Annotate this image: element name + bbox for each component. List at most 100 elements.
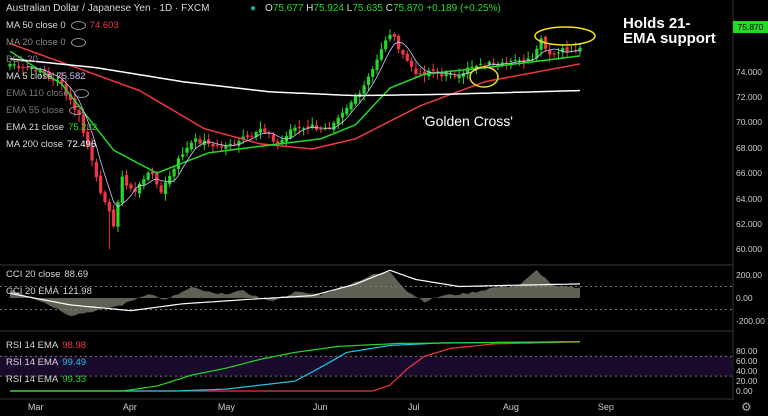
candle-body (414, 68, 418, 75)
candle-body (215, 144, 219, 146)
candle-body (159, 185, 163, 193)
legend-rsi-green[interactable]: RSI 14 EMA 99.33 (6, 374, 86, 385)
series-line-ma-50-close-0 (9, 42, 581, 150)
candle-body (73, 98, 77, 110)
candle-body (349, 102, 353, 110)
y-tick-label: 60.000 (736, 244, 762, 255)
candle-body (163, 182, 168, 194)
legend-ema21[interactable]: EMA 21 close 75.232 (6, 122, 97, 133)
eye-hidden-icon[interactable] (69, 105, 85, 115)
candle-body (379, 49, 383, 60)
x-tick-label: Apr (122, 402, 137, 412)
legend-rsi-cyan[interactable]: RSI 14 EMA 99.49 (6, 357, 86, 368)
x-tick-label: Aug (502, 402, 519, 412)
legend-label: EMA 21 close (6, 122, 65, 133)
legend-ema110[interactable]: EMA 110 close (6, 88, 89, 99)
candle-body (47, 71, 51, 78)
legend-ma50[interactable]: MA 50 close 0 74.603 (6, 20, 119, 31)
candle-body (522, 59, 526, 63)
candle-body (81, 114, 86, 133)
legend-label: CCI 20 EMA (6, 286, 59, 297)
legend-bol20[interactable]: BOL 20 (6, 54, 38, 65)
eye-hidden-icon[interactable] (70, 37, 86, 47)
candle-body (146, 172, 150, 180)
candle-body (150, 171, 155, 175)
legend-ema55[interactable]: EMA 55 close (6, 105, 85, 116)
candle-body (323, 128, 327, 130)
y-tick-label: 64.000 (736, 193, 762, 204)
candle-body (112, 209, 116, 227)
legend-value: 75.232 (68, 122, 98, 133)
legend-label: RSI 14 EMA (6, 340, 59, 351)
candle-body (353, 96, 358, 104)
candle-body (479, 63, 483, 65)
legend-label: MA 50 close 0 (6, 20, 66, 31)
candle-body (99, 175, 103, 193)
candle-body (578, 47, 582, 52)
candle-body (384, 40, 388, 50)
y-tick-label: 74.000 (736, 66, 762, 77)
legend-label: MA 200 close (6, 139, 64, 150)
candle-body (526, 58, 530, 61)
y-tick-label: 72.000 (736, 91, 762, 102)
candle-body (293, 127, 297, 131)
candle-body (271, 134, 276, 142)
candle-body (457, 75, 461, 79)
candle-body (168, 175, 172, 185)
candle-body (194, 138, 198, 142)
candle-body (461, 73, 466, 77)
y-tick-label: 20.00 (736, 376, 758, 387)
candle-body (107, 201, 111, 212)
open-label: O (265, 3, 273, 14)
x-tick-label: Sep (597, 402, 614, 412)
golden-cross-ellipse (469, 66, 499, 88)
candle-body (34, 69, 38, 72)
y-tick-label: 62.000 (736, 218, 762, 229)
candle-body (17, 66, 21, 69)
legend-cci[interactable]: CCI 20 close 88.69 (6, 269, 88, 280)
candle-body (297, 127, 301, 129)
candle-body (453, 75, 457, 77)
candle-body (254, 132, 258, 137)
eye-hidden-icon[interactable] (73, 88, 89, 98)
high-label: H (306, 3, 314, 14)
legend-value: 88.69 (64, 269, 89, 280)
candle-body (319, 129, 323, 131)
candle-body (310, 124, 314, 128)
candle-body (302, 128, 306, 130)
low-label: L (346, 3, 353, 14)
y-tick-label: 0.00 (736, 386, 753, 397)
legend-label: RSI 14 EMA (6, 374, 59, 385)
symbol-title[interactable]: Australian Dollar / Japanese Yen · 1D · … (6, 3, 210, 14)
candle-body (245, 135, 250, 138)
candle-body (280, 139, 284, 144)
candle-body (250, 135, 254, 137)
candle-body (496, 64, 500, 67)
legend-ma20[interactable]: MA 20 close 0 (6, 37, 86, 48)
y-tick-label: 80.00 (736, 346, 758, 357)
candle-body (466, 67, 470, 75)
x-tick-label: May (217, 402, 235, 412)
eye-hidden-icon[interactable] (70, 20, 86, 30)
candle-body (530, 59, 535, 61)
y-tick-label: 40.00 (736, 366, 758, 377)
candle-body (392, 34, 396, 37)
legend-rsi-red[interactable]: RSI 14 EMA 98.98 (6, 340, 86, 351)
candle-body (539, 38, 543, 50)
legend-ma200[interactable]: MA 200 close 72.496 (6, 139, 96, 150)
gear-icon[interactable]: ⚙ (741, 400, 752, 414)
legend-value: 99.33 (62, 374, 87, 385)
annotation-holds-ema[interactable]: Holds 21-EMA support (623, 15, 716, 47)
candle-body (332, 122, 336, 130)
candle-body (548, 49, 552, 55)
annotation-golden-cross[interactable]: 'Golden Cross' (422, 113, 513, 129)
legend-ma5[interactable]: MA 5 close 75.582 (6, 71, 86, 82)
candle-body (535, 48, 539, 58)
cci-area (10, 269, 580, 317)
legend-cci-ema[interactable]: CCI 20 EMA 121.98 (6, 286, 92, 297)
candle-body (103, 192, 107, 203)
candle-body (176, 158, 181, 169)
candle-body (116, 202, 120, 227)
support-highlight-ellipse (534, 26, 596, 46)
